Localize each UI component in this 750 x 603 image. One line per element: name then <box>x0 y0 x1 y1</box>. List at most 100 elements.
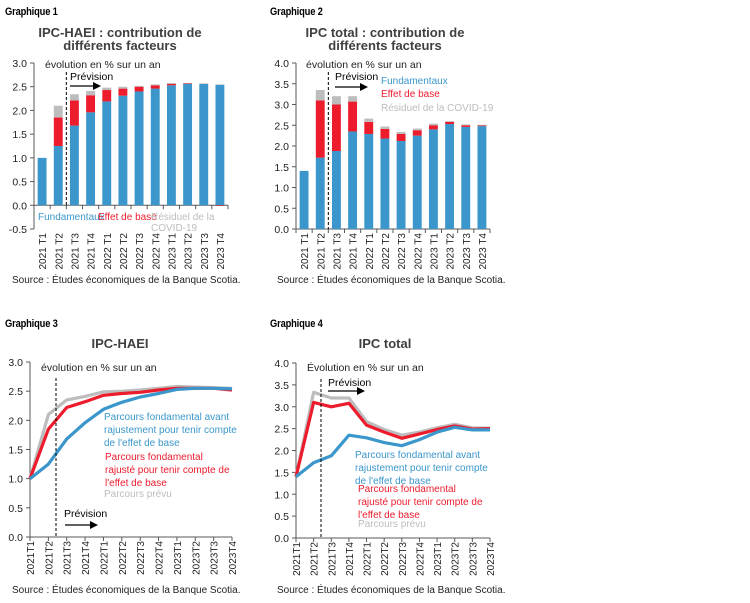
x-tick-label: 2021 T2 <box>316 233 327 270</box>
bar-base <box>348 101 358 132</box>
legend-residual: Parcours prévu <box>104 489 172 500</box>
chart-2-label: Graphique 2 <box>270 6 323 18</box>
y-unit-label: Évolution en % sur un an <box>307 361 424 374</box>
y-tick-label: 3.0 <box>274 100 289 112</box>
legend-base: l'effet de base <box>358 510 420 521</box>
bar-residual <box>215 84 225 85</box>
x-tick-label: 2021 T4 <box>87 233 98 270</box>
legend-residual: Parcours prévu <box>358 519 426 530</box>
x-tick-label: 2022T2 <box>118 541 129 575</box>
legend-residual: Résiduel de la COVID-19 <box>381 103 494 114</box>
y-tick-label: 2.0 <box>8 415 23 427</box>
bar-fundamental <box>37 157 47 206</box>
bar-fundamental <box>299 170 309 229</box>
bar-base <box>461 125 471 127</box>
bar-fundamental <box>134 91 144 206</box>
bar-residual <box>348 96 358 102</box>
y-tick-label: 3.5 <box>274 79 289 91</box>
y-tick-label: 4.0 <box>274 58 289 70</box>
bar-base <box>53 117 63 146</box>
chart-title: IPC-HAEI <box>91 336 148 351</box>
bar-fundamental <box>53 146 63 206</box>
source-note: Source : Études économiques de la Banque… <box>12 273 240 286</box>
chart-4: IPC total 0.0 0.5 1.0 1.5 2.0 2.5 3.0 3.5 4.0 2021… <box>274 336 505 596</box>
x-tick-label: 2021T3 <box>327 542 338 576</box>
y-tick-label: 0.0 <box>274 224 289 236</box>
legend-fundamental: de l'effet de base <box>104 438 180 449</box>
bar-fundamental <box>315 157 325 229</box>
line-fundamental <box>295 425 490 479</box>
x-tick-label: 2023T4 <box>228 541 239 575</box>
arrow-head-icon <box>360 83 368 91</box>
y-tick-label: 2.0 <box>274 141 289 153</box>
bar-fundamental <box>380 138 390 229</box>
y-tick-label: 2.0 <box>274 446 289 458</box>
y-tick-label: 3.5 <box>274 380 289 392</box>
x-tick-label: 2023T3 <box>210 541 221 575</box>
y-tick-label: 1.0 <box>12 153 27 165</box>
bar-base <box>445 121 455 125</box>
bar-fundamental <box>461 126 471 229</box>
chart-title: IPC-HAEI : contribution de <box>38 25 201 40</box>
arrow-head-icon <box>90 521 98 529</box>
y-tick-label: -0.5 <box>9 224 27 236</box>
x-tick-label: 2022 T1 <box>365 233 376 270</box>
bar-base <box>150 85 160 89</box>
bar-fundamental <box>86 112 96 206</box>
y-tick-label: 1.5 <box>274 467 289 479</box>
bar-fundamental <box>445 124 455 229</box>
chart-4-label: Graphique 4 <box>270 318 323 330</box>
legend-residual: COVID-19 <box>151 223 198 234</box>
line-fundamental <box>29 386 233 480</box>
y-unit-label: évolution en % sur un an <box>306 59 422 71</box>
legend-base: l'effet de base <box>105 478 167 489</box>
x-tick-label: 2023 T3 <box>200 233 211 270</box>
bar-base <box>380 128 390 139</box>
bar-fundamental <box>102 101 112 206</box>
bar-base <box>315 100 325 158</box>
x-tick-label: 2022 T4 <box>151 233 162 270</box>
x-tick-label: 2021T4 <box>81 541 92 575</box>
y-tick-label: 3.0 <box>12 58 27 70</box>
bar-base <box>364 121 374 134</box>
y-tick-label: 3.0 <box>8 357 23 369</box>
bar-fundamental <box>364 133 374 229</box>
x-tick-label: 2022T1 <box>363 542 374 576</box>
bar-residual <box>428 123 438 126</box>
y-tick-label: 0.5 <box>274 203 289 215</box>
y-tick-label: 0.0 <box>274 533 289 545</box>
y-tick-label: 3.0 <box>274 402 289 414</box>
arrow-head-icon <box>357 387 365 395</box>
x-tick-label: 2023T4 <box>486 542 497 576</box>
legend-base: Parcours fondamental <box>105 452 203 463</box>
y-tick-label: 1.0 <box>8 474 23 486</box>
bar-residual <box>183 82 193 84</box>
bar-residual <box>53 105 63 118</box>
bar-fundamental <box>348 131 358 229</box>
x-tick-label: 2022T4 <box>415 542 426 576</box>
bar-base <box>396 133 406 142</box>
y-tick-label: 1.0 <box>274 489 289 501</box>
bar-residual <box>380 126 390 129</box>
x-tick-label: 2022 T1 <box>103 233 114 270</box>
bar-fundamental <box>183 83 193 206</box>
y-unit-label: évolution en % sur un an <box>41 362 157 374</box>
y-tick-label: 0.0 <box>12 200 27 212</box>
x-tick-label: 2023 T4 <box>216 233 227 270</box>
x-tick-label: 2023 T2 <box>184 233 195 270</box>
x-tick-label: 2021T4 <box>345 542 356 576</box>
x-tick-label: 2023T3 <box>468 542 479 576</box>
x-tick-label: 2023 T3 <box>462 233 473 270</box>
bar-residual <box>86 90 96 96</box>
bar-residual <box>315 89 325 101</box>
bar-fundamental <box>428 129 438 229</box>
chart-1-label: Graphique 1 <box>5 6 58 18</box>
bar-residual <box>134 85 144 87</box>
x-tick-label: 2023T2 <box>451 542 462 576</box>
x-tick-label: 2023T2 <box>191 541 202 575</box>
bar-base <box>331 104 341 151</box>
x-tick-label: 2021 T3 <box>332 233 343 270</box>
bar-residual <box>199 83 209 84</box>
